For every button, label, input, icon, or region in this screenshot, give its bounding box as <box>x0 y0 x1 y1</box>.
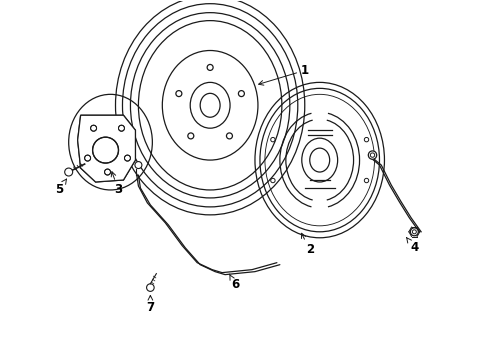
Polygon shape <box>77 115 135 182</box>
Ellipse shape <box>116 0 305 215</box>
Text: 7: 7 <box>147 296 154 314</box>
Text: 3: 3 <box>111 172 122 197</box>
Ellipse shape <box>69 94 152 190</box>
Circle shape <box>368 151 377 159</box>
Text: 6: 6 <box>229 274 239 291</box>
Circle shape <box>135 162 142 168</box>
Text: 4: 4 <box>407 238 418 254</box>
Text: 1: 1 <box>259 64 309 85</box>
Circle shape <box>410 228 418 236</box>
Ellipse shape <box>200 93 220 117</box>
Text: 2: 2 <box>301 233 314 256</box>
Ellipse shape <box>255 82 385 238</box>
Polygon shape <box>77 115 135 182</box>
Circle shape <box>147 284 154 291</box>
Circle shape <box>65 168 73 176</box>
Text: 5: 5 <box>54 179 67 197</box>
